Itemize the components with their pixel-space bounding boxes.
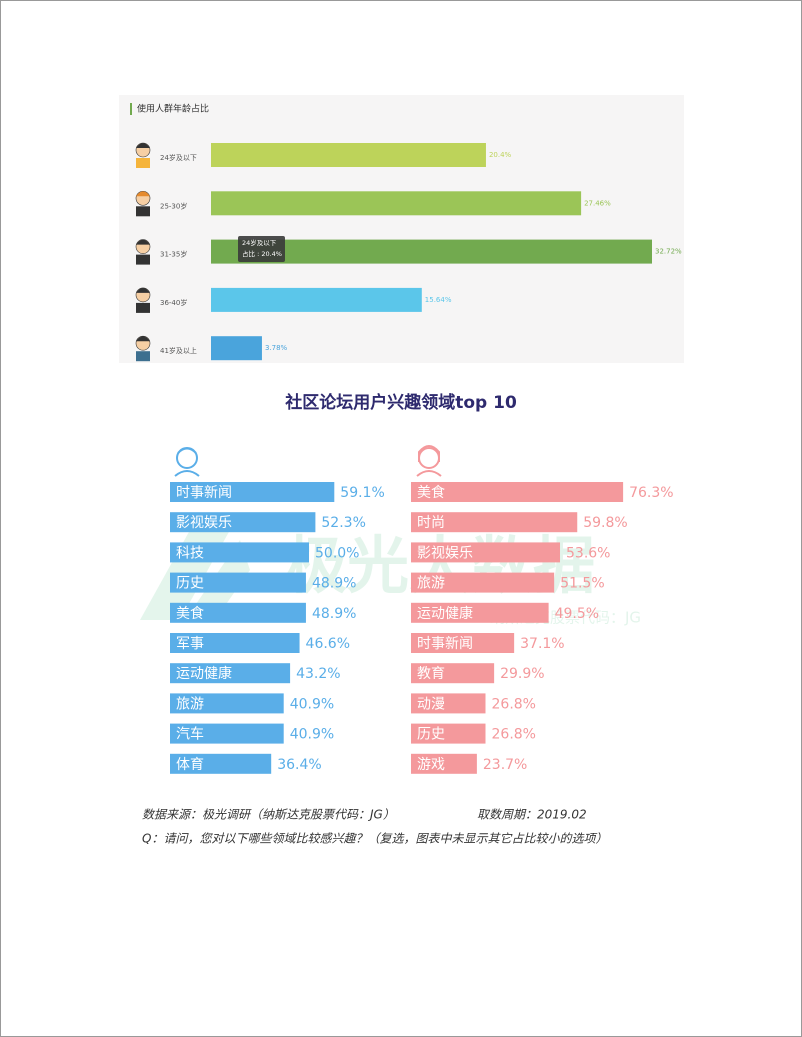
value-label: 49.5%: [555, 606, 599, 622]
value-label: 59.1%: [340, 485, 384, 501]
value-label: 48.9%: [312, 576, 356, 592]
value-label: 37.1%: [520, 636, 564, 652]
category-label: 历史: [176, 576, 204, 592]
avatar-body: [136, 351, 150, 362]
bar: [211, 143, 486, 167]
bar: [170, 663, 291, 684]
age-label: 41岁及以上: [160, 346, 197, 355]
value-label: 48.9%: [312, 606, 356, 622]
interest-title: 社区论坛用户兴趣领域top 10: [284, 392, 517, 413]
avatar-hair: [136, 191, 150, 197]
bar: [411, 723, 486, 744]
value-label: 26.8%: [492, 727, 536, 743]
bar: [170, 723, 284, 744]
category-label: 动漫: [417, 696, 445, 712]
value-label: 43.2%: [296, 666, 340, 682]
tooltip-text: 占比 : 20.4%: [242, 249, 282, 258]
title-marker: [130, 103, 132, 115]
bar: [170, 753, 272, 774]
avatar-hair: [136, 287, 150, 293]
bar: [170, 512, 316, 533]
age-label: 24岁及以下: [160, 153, 197, 162]
category-label: 科技: [176, 545, 204, 561]
period: 取数周期：2019.02: [477, 808, 587, 822]
value-label: 29.9%: [500, 666, 544, 682]
value-label: 23.7%: [483, 757, 527, 773]
value-label: 59.8%: [583, 515, 627, 531]
category-label: 美食: [176, 605, 204, 622]
avatar-body: [136, 206, 150, 217]
avatar-hair: [136, 336, 150, 342]
bar: [170, 572, 306, 593]
bar: [411, 542, 561, 563]
value-label: 40.9%: [290, 727, 334, 743]
tooltip-text: 24岁及以下: [242, 238, 277, 247]
category-label: 旅游: [417, 576, 445, 592]
category-label: 时事新闻: [417, 636, 473, 652]
category-label: 旅游: [176, 696, 204, 712]
category-label: 运动健康: [176, 665, 232, 682]
value-label: 27.46%: [584, 199, 611, 207]
value-label: 26.8%: [492, 696, 536, 712]
value-label: 52.3%: [321, 515, 365, 531]
age-title: 使用人群年龄占比: [137, 103, 209, 115]
value-label: 46.6%: [306, 636, 350, 652]
bar: [411, 753, 477, 774]
category-label: 教育: [417, 666, 445, 682]
bar: [170, 542, 309, 563]
value-label: 40.9%: [290, 696, 334, 712]
age-label: 31-35岁: [160, 250, 187, 259]
bar: [411, 663, 495, 684]
category-label: 时事新闻: [176, 485, 232, 501]
bar: [411, 633, 515, 653]
female-icon: [416, 445, 442, 477]
value-label: 36.4%: [277, 757, 321, 773]
value-label: 20.4%: [489, 151, 512, 159]
category-label: 时尚: [417, 515, 445, 531]
bar: [211, 287, 422, 312]
bar: [170, 482, 335, 502]
bar: [411, 572, 555, 593]
category-label: 游戏: [417, 757, 445, 773]
value-label: 76.3%: [629, 485, 673, 501]
avatar-body: [136, 302, 150, 313]
age-label: 25-30岁: [160, 201, 187, 210]
bar: [411, 482, 624, 502]
bar: [170, 633, 300, 653]
male-icon: [174, 447, 200, 477]
value-label: 15.64%: [425, 296, 452, 304]
category-label: 军事: [176, 636, 204, 652]
category-label: 影视娱乐: [176, 515, 232, 531]
value-label: 53.6%: [566, 545, 610, 561]
age-label: 36-40岁: [160, 298, 187, 307]
avatar-hair: [136, 239, 150, 245]
tooltip-box: [238, 236, 285, 262]
source: 数据来源：极光调研（纳斯达克股票代码：JG）: [142, 808, 395, 822]
bar: [170, 602, 306, 623]
bar: [411, 512, 578, 533]
category-label: 汽车: [176, 726, 204, 743]
value-label: 51.5%: [560, 576, 604, 592]
bar: [170, 693, 284, 714]
category-label: 历史: [417, 727, 445, 743]
bar: [211, 191, 582, 216]
question: Q：请问，您对以下哪些领域比较感兴趣？（复选，图表中未显示其它占比较小的选项）: [142, 832, 607, 846]
value-label: 50.0%: [315, 545, 359, 561]
bar: [411, 693, 486, 714]
category-label: 美食: [417, 484, 445, 501]
category-label: 运动健康: [417, 605, 473, 622]
avatar-hair: [136, 143, 150, 148]
avatar-body: [136, 158, 150, 168]
category-label: 影视娱乐: [417, 545, 473, 561]
value-label: 32.72%: [655, 248, 682, 256]
avatar-body: [136, 254, 150, 265]
bar: [411, 602, 549, 623]
value-label: 3.78%: [265, 344, 288, 352]
category-label: 体育: [176, 757, 204, 773]
age-panel: [119, 95, 684, 363]
bar: [211, 336, 262, 361]
